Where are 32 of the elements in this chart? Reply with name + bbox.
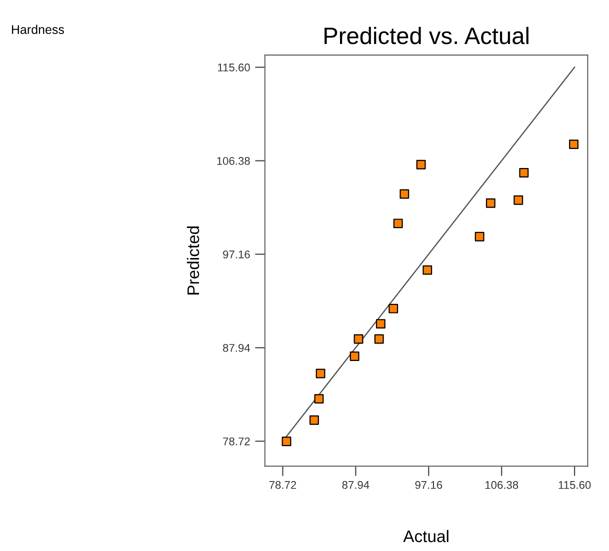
- point: [416, 160, 426, 170]
- point: [393, 218, 403, 228]
- point: [376, 319, 386, 329]
- text: Hardness: [12, 24, 64, 34]
- x-tick-label: 97.16: [415, 481, 442, 489]
- y-tick-label: 87.94: [223, 344, 250, 352]
- y-tick-label: 78.72: [223, 437, 250, 446]
- x-tick-label: 106.38: [485, 481, 518, 489]
- point: [569, 140, 578, 150]
- point: [354, 334, 364, 344]
- x-tick-label: 115.60: [558, 481, 591, 489]
- y-tick-label: 115.60: [218, 64, 250, 72]
- point: [519, 168, 529, 178]
- y-tick-label: 106.38: [217, 157, 250, 165]
- point: [400, 189, 410, 199]
- point: [388, 304, 398, 314]
- point: [514, 195, 524, 205]
- chart-title: Predicted vs. Actual: [324, 26, 528, 44]
- point: [282, 436, 292, 446]
- point: [422, 265, 432, 275]
- y-tick-label: 97.16: [223, 250, 250, 258]
- point: [474, 232, 484, 242]
- x-axis-title: Actual: [403, 530, 448, 542]
- x-tick-label: 78.72: [269, 481, 296, 489]
- point: [486, 198, 496, 208]
- point: [309, 415, 319, 425]
- point: [374, 334, 384, 344]
- x-tick-label: 87.94: [342, 481, 370, 489]
- point: [316, 368, 326, 378]
- point: [350, 352, 360, 361]
- point: [314, 394, 324, 404]
- y-axis-title: Predicted: [186, 226, 200, 294]
